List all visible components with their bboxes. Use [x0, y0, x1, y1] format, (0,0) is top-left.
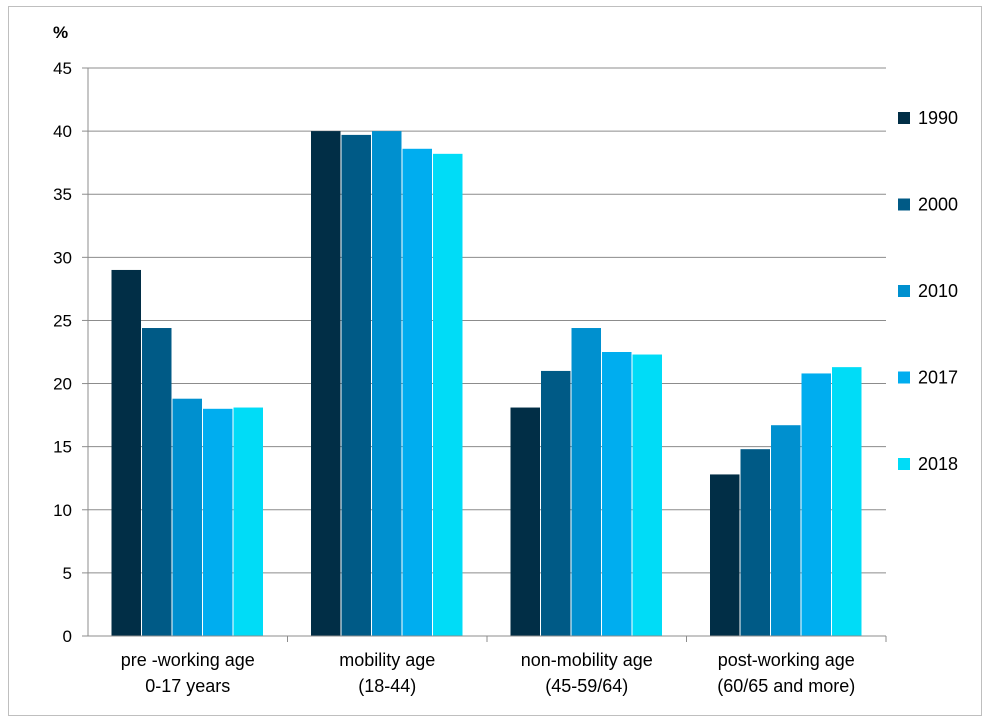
legend-label: 2017: [918, 368, 958, 388]
x-category-label: post-working age: [718, 650, 855, 670]
bar-2010-cat-2: [372, 131, 402, 636]
legend-label: 1990: [918, 108, 958, 128]
x-tick-labels: pre -working age 0-17 years mobility age (1…: [121, 650, 856, 696]
bar-2018-cat-2: [433, 153, 463, 636]
x-category-label: pre -working age: [121, 650, 255, 670]
y-tick-label: 10: [53, 501, 72, 520]
bar-2000-cat-1: [142, 328, 172, 636]
bar-1990-cat-4: [710, 474, 740, 636]
bar-1990-cat-3: [510, 407, 540, 636]
y-tick-label: 15: [53, 438, 72, 457]
y-tick-label: 30: [53, 248, 72, 267]
y-tick-label: 40: [53, 122, 72, 141]
bar-2010-cat-3: [571, 328, 601, 636]
legend-swatch-1990: [898, 112, 910, 124]
x-category-label: non-mobility age: [521, 650, 653, 670]
legend-swatch-2017: [898, 371, 910, 384]
bar-2000-cat-2: [341, 134, 371, 637]
bar-2017-cat-3: [602, 352, 632, 636]
legend-label: 2010: [918, 281, 958, 301]
bar-1990-cat-1: [111, 269, 141, 636]
x-category-label: (60/65 and more): [717, 676, 855, 696]
bar-2000-cat-3: [541, 370, 571, 636]
bar-2017-cat-2: [402, 148, 432, 636]
y-tick-label: 20: [53, 375, 72, 394]
x-category-label: 0-17 years: [145, 676, 230, 696]
bar-2018-cat-1: [233, 407, 263, 636]
bar-2010-cat-1: [172, 398, 202, 636]
axes: [82, 67, 887, 642]
bar-2000-cat-4: [740, 449, 770, 636]
legend: 1990 2000 2010 2017 2018: [898, 108, 958, 474]
legend-swatch-2010: [898, 285, 910, 297]
y-tick-label: 0: [63, 627, 72, 646]
x-category-label: (18-44): [358, 676, 416, 696]
bar-2010-cat-4: [771, 425, 801, 636]
y-tick-label: 5: [63, 564, 72, 583]
y-axis-unit-label: %: [53, 23, 68, 42]
bar-2017-cat-4: [801, 373, 831, 636]
legend-label: 2018: [918, 454, 958, 474]
x-category-label: (45-59/64): [545, 676, 628, 696]
x-category-label: mobility age: [339, 650, 435, 670]
y-tick-label: 35: [53, 185, 72, 204]
bars: [111, 131, 862, 637]
bar-2018-cat-4: [832, 367, 862, 636]
y-tick-labels: 0 5 10 15 20 25 30 35 40 45: [53, 59, 72, 646]
bar-2018-cat-3: [632, 354, 662, 636]
bar-1990-cat-2: [311, 131, 341, 636]
y-tick-label: 45: [53, 59, 72, 78]
legend-swatch-2000: [898, 198, 910, 211]
legend-swatch-2018: [898, 458, 910, 470]
y-tick-label: 25: [53, 311, 72, 330]
legend-label: 2000: [918, 195, 958, 215]
bar-2017-cat-1: [203, 408, 233, 636]
